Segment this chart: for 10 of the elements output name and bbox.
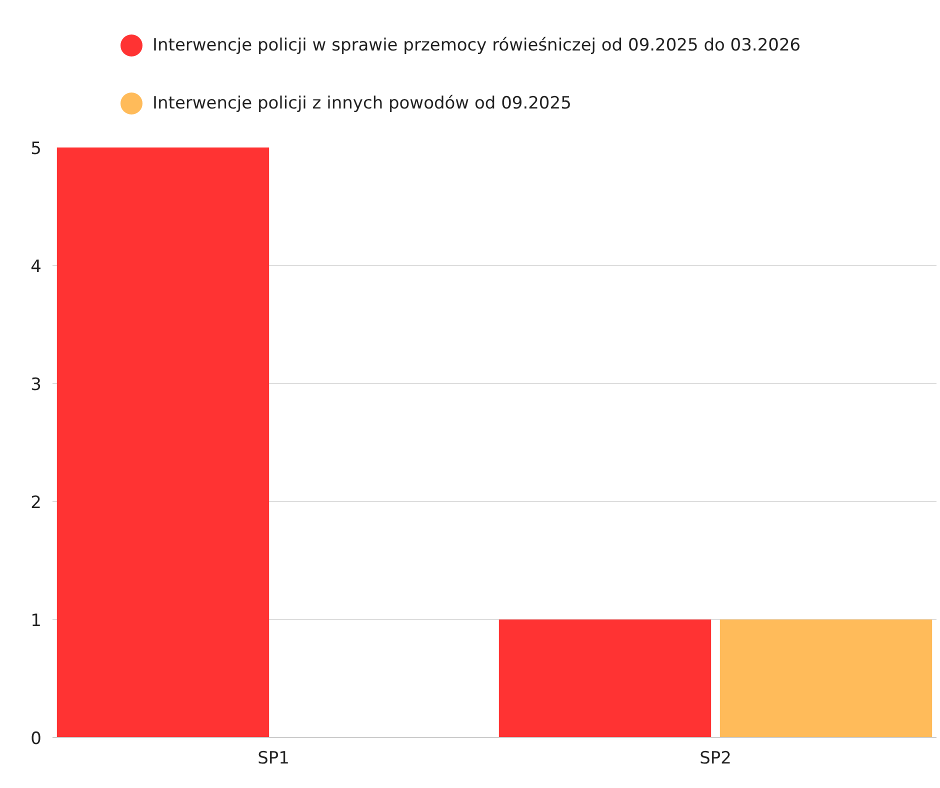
y-tick-label: 1: [30, 611, 42, 631]
x-tick-label: SP1: [258, 748, 290, 768]
y-tick-label: 3: [30, 375, 42, 395]
x-tick-label: SP2: [700, 748, 732, 768]
y-tick-label: 5: [30, 139, 42, 159]
y-tick-label: 4: [30, 257, 42, 277]
y-tick-label: 0: [30, 729, 42, 749]
legend-label: Interwencje policji z innych powodów od 09.2025: [152, 94, 572, 114]
y-tick-label: 2: [30, 493, 42, 513]
legend-label: Interwencje policji w sprawie przemocy rówieśniczej od 09.2025 do 03.2026: [152, 36, 801, 56]
